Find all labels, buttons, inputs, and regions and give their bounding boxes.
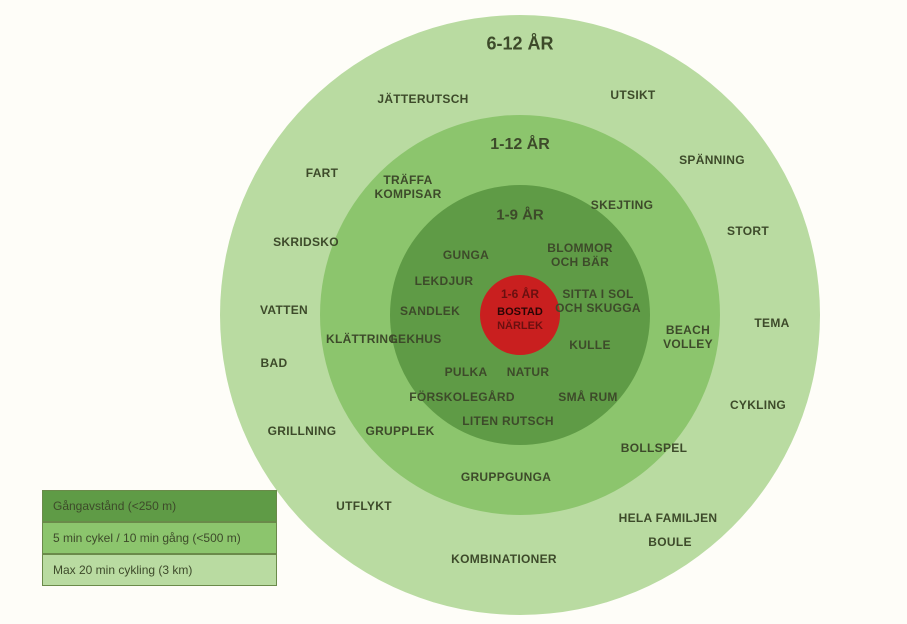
- diagram-label: BOLLSPEL: [621, 442, 687, 456]
- diagram-label: BLOMMOR OCH BÄR: [547, 242, 612, 270]
- diagram-label: BEACH VOLLEY: [663, 324, 713, 352]
- diagram-label: GRUPPLEK: [365, 425, 434, 439]
- diagram-label: BAD: [261, 357, 288, 371]
- legend-label-2: Max 20 min cykling (3 km): [43, 557, 202, 583]
- diagram-label: JÄTTERUTSCH: [377, 93, 468, 107]
- legend-label-1: 5 min cykel / 10 min gång (<500 m): [43, 525, 251, 551]
- legend-row-2: Max 20 min cykling (3 km): [42, 554, 277, 586]
- diagram-label: STORT: [727, 225, 769, 239]
- diagram-label: BOULE: [648, 536, 692, 550]
- diagram-label: SANDLEK: [400, 305, 460, 319]
- diagram-label: CYKLING: [730, 399, 786, 413]
- diagram-label: GRILLNING: [268, 425, 337, 439]
- diagram-label: SITTA I SOL OCH SKUGGA: [555, 288, 641, 316]
- diagram-label: GRUPPGUNGA: [461, 471, 551, 485]
- diagram-label: TEMA: [754, 317, 789, 331]
- diagram-label: NATUR: [507, 366, 550, 380]
- diagram-label: LEKHUS: [390, 333, 441, 347]
- legend-label-0: Gångavstånd (<250 m): [43, 493, 186, 519]
- ring-title-outer: 6-12 ÅR: [486, 34, 553, 55]
- diagram-label: SMÅ RUM: [558, 391, 617, 405]
- diagram-label: SKRIDSKO: [273, 236, 339, 250]
- center-line2: NÄRLEK: [497, 320, 543, 332]
- diagram-label: GUNGA: [443, 249, 489, 263]
- diagram-label: SKEJTING: [591, 199, 653, 213]
- diagram-label: SPÄNNING: [679, 154, 745, 168]
- diagram-label: KOMBINATIONER: [451, 553, 557, 567]
- diagram-label: PULKA: [445, 366, 488, 380]
- legend: Gångavstånd (<250 m) 5 min cykel / 10 mi…: [42, 490, 277, 586]
- ring-title-center: 1-6 ÅR: [501, 287, 539, 301]
- diagram-label: HELA FAMILJEN: [619, 512, 718, 526]
- diagram-label: FART: [306, 167, 339, 181]
- diagram-label: KLÄTTRING: [326, 333, 398, 347]
- ring-title-inner: 1-9 ÅR: [496, 207, 544, 224]
- diagram-label: LEKDJUR: [415, 275, 474, 289]
- diagram-label: VATTEN: [260, 304, 308, 318]
- legend-row-1: 5 min cykel / 10 min gång (<500 m): [42, 522, 277, 554]
- ring-title-mid: 1-12 ÅR: [490, 136, 550, 154]
- legend-row-0: Gångavstånd (<250 m): [42, 490, 277, 522]
- diagram-label: FÖRSKOLEGÅRD: [409, 391, 515, 405]
- diagram-label: UTFLYKT: [336, 500, 392, 514]
- diagram-label: KULLE: [569, 339, 611, 353]
- diagram-label: UTSIKT: [610, 89, 655, 103]
- diagram-stage: 6-12 ÅR 1-12 ÅR 1-9 ÅR 1-6 ÅR BOSTAD NÄR…: [0, 0, 907, 624]
- diagram-label: LITEN RUTSCH: [462, 415, 554, 429]
- center-line1: BOSTAD: [497, 306, 543, 318]
- diagram-label: TRÄFFA KOMPISAR: [374, 174, 441, 202]
